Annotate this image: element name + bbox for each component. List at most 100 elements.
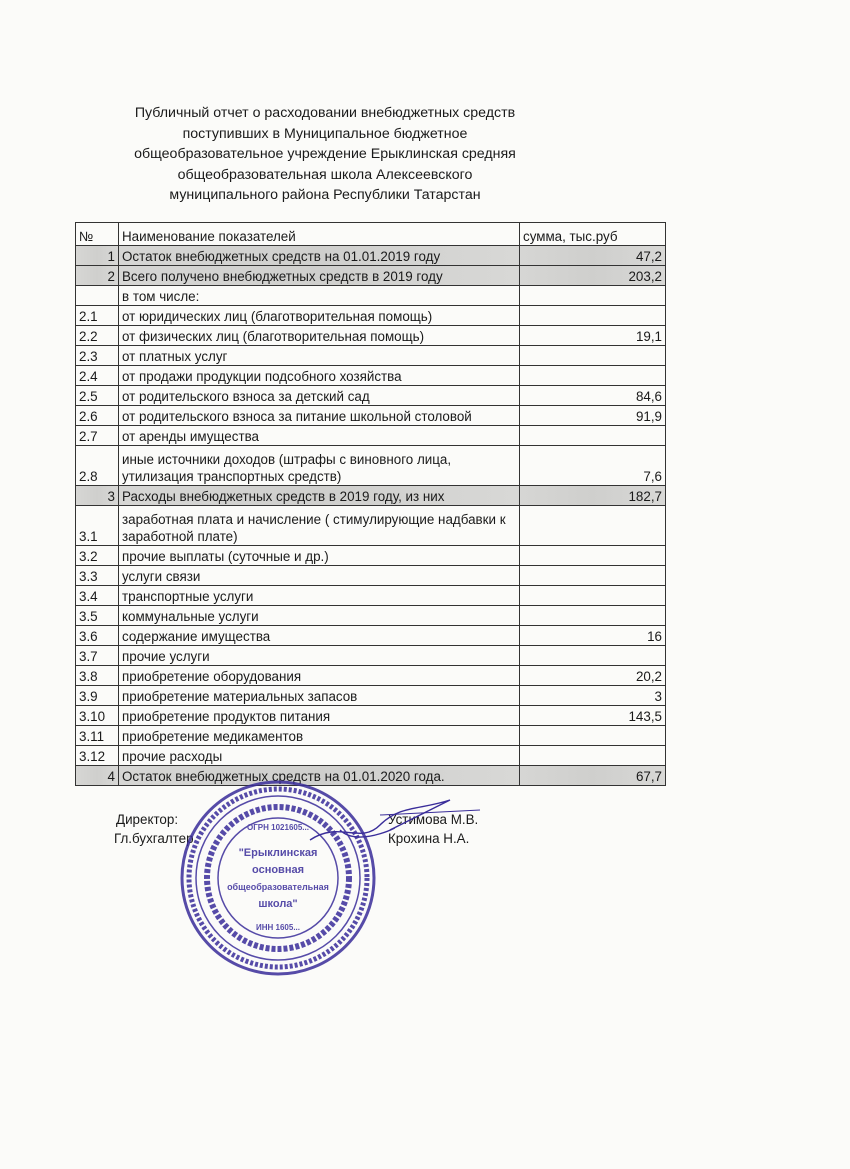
row-num: 3.12 — [75, 745, 119, 766]
table-row: 2.7 от аренды имущества — [75, 425, 666, 446]
row-sum: 7,6 — [519, 445, 666, 486]
row-num: 2.6 — [75, 405, 119, 426]
table-row: 2 Всего получено внебюджетных средств в 2… — [75, 265, 666, 286]
row-name: от физических лиц (благотворительная пом… — [118, 325, 520, 346]
table-row: 3.6 содержание имущества 16 — [75, 625, 666, 646]
report-table: № Наименование показателей сумма, тыс.ру… — [75, 222, 666, 786]
report-title: Публичный отчет о расходовании внебюджет… — [100, 103, 550, 206]
row-name: от родительского взноса за детский сад — [118, 385, 520, 406]
row-num: 3.2 — [75, 545, 119, 566]
accountant-name: Крохина Н.А. — [388, 831, 470, 846]
table-row: 3.9 приобретение материальных запасов 3 — [75, 685, 666, 706]
row-sum: 182,7 — [519, 485, 666, 506]
accountant-label: Гл.бухгалтер — [114, 831, 194, 846]
table-row: 2.2 от физических лиц (благотворительная … — [75, 325, 666, 346]
row-sum — [519, 565, 666, 586]
stamp-text: основная — [252, 864, 304, 876]
table-row: 2.3 от платных услуг — [75, 345, 666, 366]
row-num: 2.4 — [75, 365, 119, 386]
row-sum — [519, 605, 666, 626]
row-name: прочие расходы — [118, 745, 520, 766]
row-name: приобретение медикаментов — [118, 725, 520, 746]
table-row: 3.8 приобретение оборудования 20,2 — [75, 665, 666, 686]
row-sum — [519, 585, 666, 606]
table-row: в том числе: — [75, 285, 666, 306]
row-sum: 20,2 — [519, 665, 666, 686]
row-name: в том числе: — [118, 285, 520, 306]
row-name: услуги связи — [118, 565, 520, 586]
row-num: 2.1 — [75, 305, 119, 326]
row-num: 2 — [75, 265, 119, 286]
row-name: приобретение оборудования — [118, 665, 520, 686]
row-name: приобретение материальных запасов — [118, 685, 520, 706]
row-name: заработная плата и начисление ( стимулир… — [118, 505, 520, 546]
row-name: от юридических лиц (благотворительная по… — [118, 305, 520, 326]
row-name: от аренды имущества — [118, 425, 520, 446]
row-name: от родительского взноса за питание школь… — [118, 405, 520, 426]
row-num: 1 — [75, 245, 119, 266]
row-num: 3.4 — [75, 585, 119, 606]
table-row: 2.4 от продажи продукции подсобного хозяй… — [75, 365, 666, 386]
table-row: 1 Остаток внебюджетных средств на 01.01.2… — [75, 245, 666, 266]
row-sum — [519, 425, 666, 446]
row-num: 3.6 — [75, 625, 119, 646]
table-row: 3.5 коммунальные услуги — [75, 605, 666, 626]
table-row: 3.4 транспортные услуги — [75, 585, 666, 606]
row-num: 3.8 — [75, 665, 119, 686]
row-num: 3 — [75, 485, 119, 506]
row-sum: 47,2 — [519, 245, 666, 266]
table-row: 3 Расходы внебюджетных средств в 2019 год… — [75, 485, 666, 506]
table-row: 3.11 приобретение медикаментов — [75, 725, 666, 746]
row-sum: 16 — [519, 625, 666, 646]
row-name: от платных услуг — [118, 345, 520, 366]
table-row: 2.1 от юридических лиц (благотворительная… — [75, 305, 666, 326]
header-name: Наименование показателей — [118, 222, 520, 246]
row-name: прочие выплаты (суточные и др.) — [118, 545, 520, 566]
row-name: транспортные услуги — [118, 585, 520, 606]
table-row: 3.12 прочие расходы — [75, 745, 666, 766]
title-line: общеобразовательное учреждение Ерыклинск… — [134, 146, 516, 162]
title-line: муниципального района Республики Татарст… — [169, 187, 481, 203]
row-sum — [519, 745, 666, 766]
row-sum: 84,6 — [519, 385, 666, 406]
row-num: 2.5 — [75, 385, 119, 406]
row-sum: 203,2 — [519, 265, 666, 286]
row-name: прочие услуги — [118, 645, 520, 666]
row-name: от продажи продукции подсобного хозяйств… — [118, 365, 520, 386]
table-row: 3.10 приобретение продуктов питания 143,5 — [75, 705, 666, 726]
row-sum — [519, 645, 666, 666]
row-name: иные источники доходов (штрафы с виновно… — [118, 445, 520, 486]
table-row: 2.5 от родительского взноса за детский са… — [75, 385, 666, 406]
row-num: 3.11 — [75, 725, 119, 746]
row-name: Расходы внебюджетных средств в 2019 году… — [118, 485, 520, 506]
title-line: Публичный отчет о расходовании внебюджет… — [134, 105, 516, 121]
table-row: 3.7 прочие услуги — [75, 645, 666, 666]
row-name: коммунальные услуги — [118, 605, 520, 626]
director-label: Директор: — [116, 812, 179, 827]
row-num: 2.3 — [75, 345, 119, 366]
table-row: 3.3 услуги связи — [75, 565, 666, 586]
row-name: Всего получено внебюджетных средств в 20… — [118, 265, 520, 286]
row-num: 3.5 — [75, 605, 119, 626]
row-sum — [519, 285, 666, 306]
row-name: приобретение продуктов питания — [118, 705, 520, 726]
table-row: 4 Остаток внебюджетных средств на 01.01.2… — [75, 765, 666, 786]
row-sum — [519, 505, 666, 546]
row-name: Остаток внебюджетных средств на 01.01.20… — [118, 765, 520, 786]
table-row: 3.1 заработная плата и начисление ( стиму… — [75, 505, 666, 546]
stamp-text: школа" — [258, 898, 297, 910]
signature-scribble — [309, 799, 481, 841]
row-num: 3.3 — [75, 565, 119, 586]
director-name: Устимова М.В. — [388, 812, 479, 827]
row-num: 4 — [75, 765, 119, 786]
official-stamp: "Ерыклинская основная общеобразовательна… — [180, 780, 376, 976]
row-sum: 19,1 — [519, 325, 666, 346]
row-num — [75, 285, 119, 306]
row-num: 3.7 — [75, 645, 119, 666]
table-row: 2.6 от родительского взноса за питание шк… — [75, 405, 666, 426]
row-sum — [519, 305, 666, 326]
row-sum: 91,9 — [519, 405, 666, 426]
row-sum: 67,7 — [519, 765, 666, 786]
row-num: 3.10 — [75, 705, 119, 726]
stamp-text: "Ерыклинская — [239, 847, 318, 859]
